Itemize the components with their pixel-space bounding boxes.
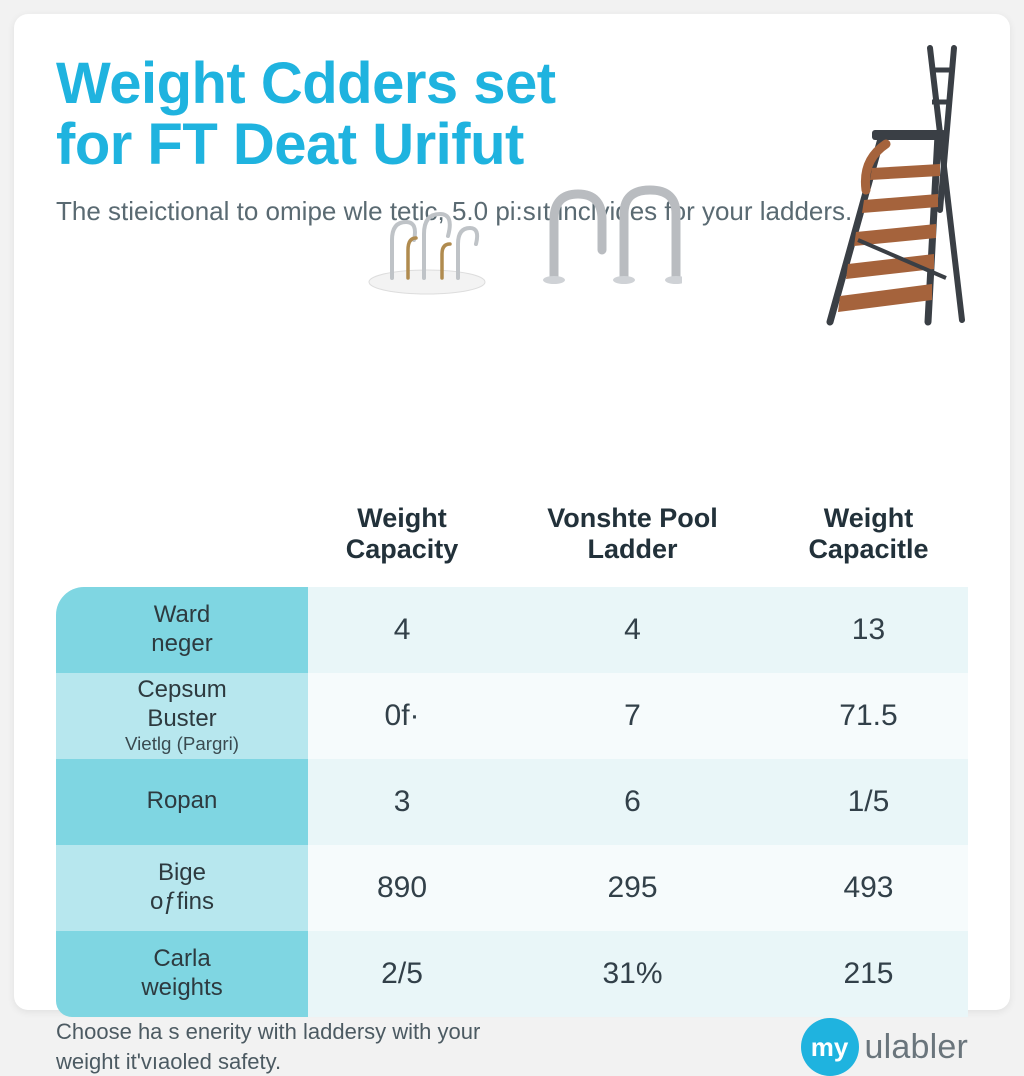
table-cell: 1/5 bbox=[769, 759, 968, 845]
title-line-1: Weight Cdders set bbox=[56, 51, 556, 116]
table-header-row: WeightCapacity Vonshte PoolLadder Weight… bbox=[56, 489, 968, 587]
table-cell: 295 bbox=[496, 845, 769, 931]
footer: Choose ha s enerity with laddersy with y… bbox=[56, 1017, 968, 1076]
page-title: Weight Cdders set for FT Deat Urifut bbox=[56, 54, 968, 176]
comparison-table: WeightCapacity Vonshte PoolLadder Weight… bbox=[56, 489, 968, 1017]
table-cell: 4 bbox=[308, 587, 496, 673]
table-cell: 3 bbox=[308, 759, 496, 845]
table-cell: 4 bbox=[496, 587, 769, 673]
table-cell: 13 bbox=[769, 587, 968, 673]
row-label: CepsumBusterVietlg (Pargri) bbox=[56, 673, 308, 759]
table-row: Ropan 3 6 1/5 bbox=[56, 759, 968, 845]
column-header: WeightCapacitle bbox=[769, 489, 968, 587]
row-label: Bigeoƒfins bbox=[56, 845, 308, 931]
table-cell: 2/5 bbox=[308, 931, 496, 1017]
column-header: WeightCapacity bbox=[308, 489, 496, 587]
column-header: Vonshte PoolLadder bbox=[496, 489, 769, 587]
table-row: Bigeoƒfins 890 295 493 bbox=[56, 845, 968, 931]
table-cell: 493 bbox=[769, 845, 968, 931]
table-cell: 71.5 bbox=[769, 673, 968, 759]
row-label: Wardneger bbox=[56, 587, 308, 673]
table-cell: 0f· bbox=[308, 673, 496, 759]
table-cell: 890 bbox=[308, 845, 496, 931]
table-cell: 215 bbox=[769, 931, 968, 1017]
page-subtitle: The stieictional to omipe wle tetic, 5.0… bbox=[56, 194, 968, 229]
title-line-2: for FT Deat Urifut bbox=[56, 112, 524, 177]
table-row: Wardneger 4 4 13 bbox=[56, 587, 968, 673]
logo-badge: my bbox=[801, 1018, 859, 1076]
logo-text: ulabler bbox=[865, 1028, 968, 1067]
footnote: Choose ha s enerity with laddersy with y… bbox=[56, 1017, 516, 1076]
infographic-card: Weight Cdders set for FT Deat Urifut The… bbox=[14, 14, 1010, 1010]
header-spacer bbox=[56, 489, 308, 587]
table-row: CepsumBusterVietlg (Pargri) 0f· 7 71.5 bbox=[56, 673, 968, 759]
table-body: Wardneger 4 4 13 CepsumBusterVietlg (Par… bbox=[56, 587, 968, 1017]
table-row: Carlaweights 2/5 31% 215 bbox=[56, 931, 968, 1017]
brand-logo: my ulabler bbox=[801, 1018, 968, 1076]
table-cell: 31% bbox=[496, 931, 769, 1017]
row-label: Carlaweights bbox=[56, 931, 308, 1017]
table-cell: 6 bbox=[496, 759, 769, 845]
table-cell: 7 bbox=[496, 673, 769, 759]
row-label: Ropan bbox=[56, 759, 308, 845]
